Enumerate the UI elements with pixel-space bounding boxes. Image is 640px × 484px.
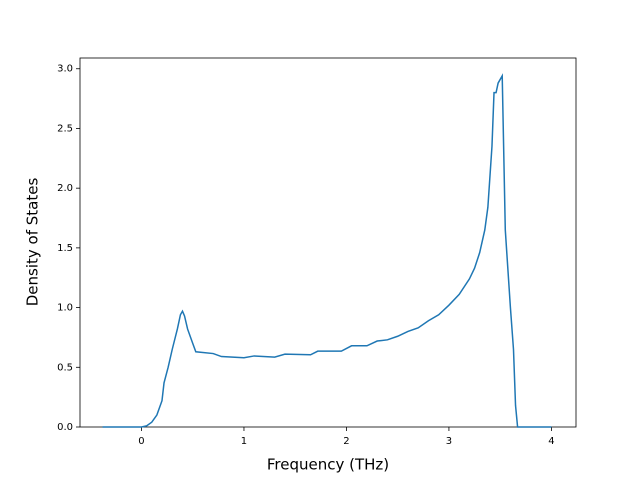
axes-frame: [79, 57, 577, 428]
data-line: [102, 73, 552, 428]
y-axis-label: Density of States: [24, 178, 42, 307]
x-tick-label: 3: [446, 436, 452, 447]
y-tick-label: 1.5: [57, 243, 73, 254]
x-tick-label: 2: [343, 436, 349, 447]
y-tick-label: 2.5: [57, 123, 73, 134]
x-tick-label: 1: [241, 436, 247, 447]
y-tick-label: 2.0: [57, 183, 73, 194]
y-tick-label: 0.5: [57, 362, 73, 373]
x-tick-label: 0: [138, 436, 144, 447]
y-tick-label: 1.0: [57, 303, 73, 314]
y-tick-label: 0.0: [57, 422, 73, 433]
x-tick-label: 4: [548, 436, 554, 447]
y-tick-label: 3.0: [57, 64, 73, 75]
x-axis-label: Frequency (THz): [267, 456, 389, 474]
